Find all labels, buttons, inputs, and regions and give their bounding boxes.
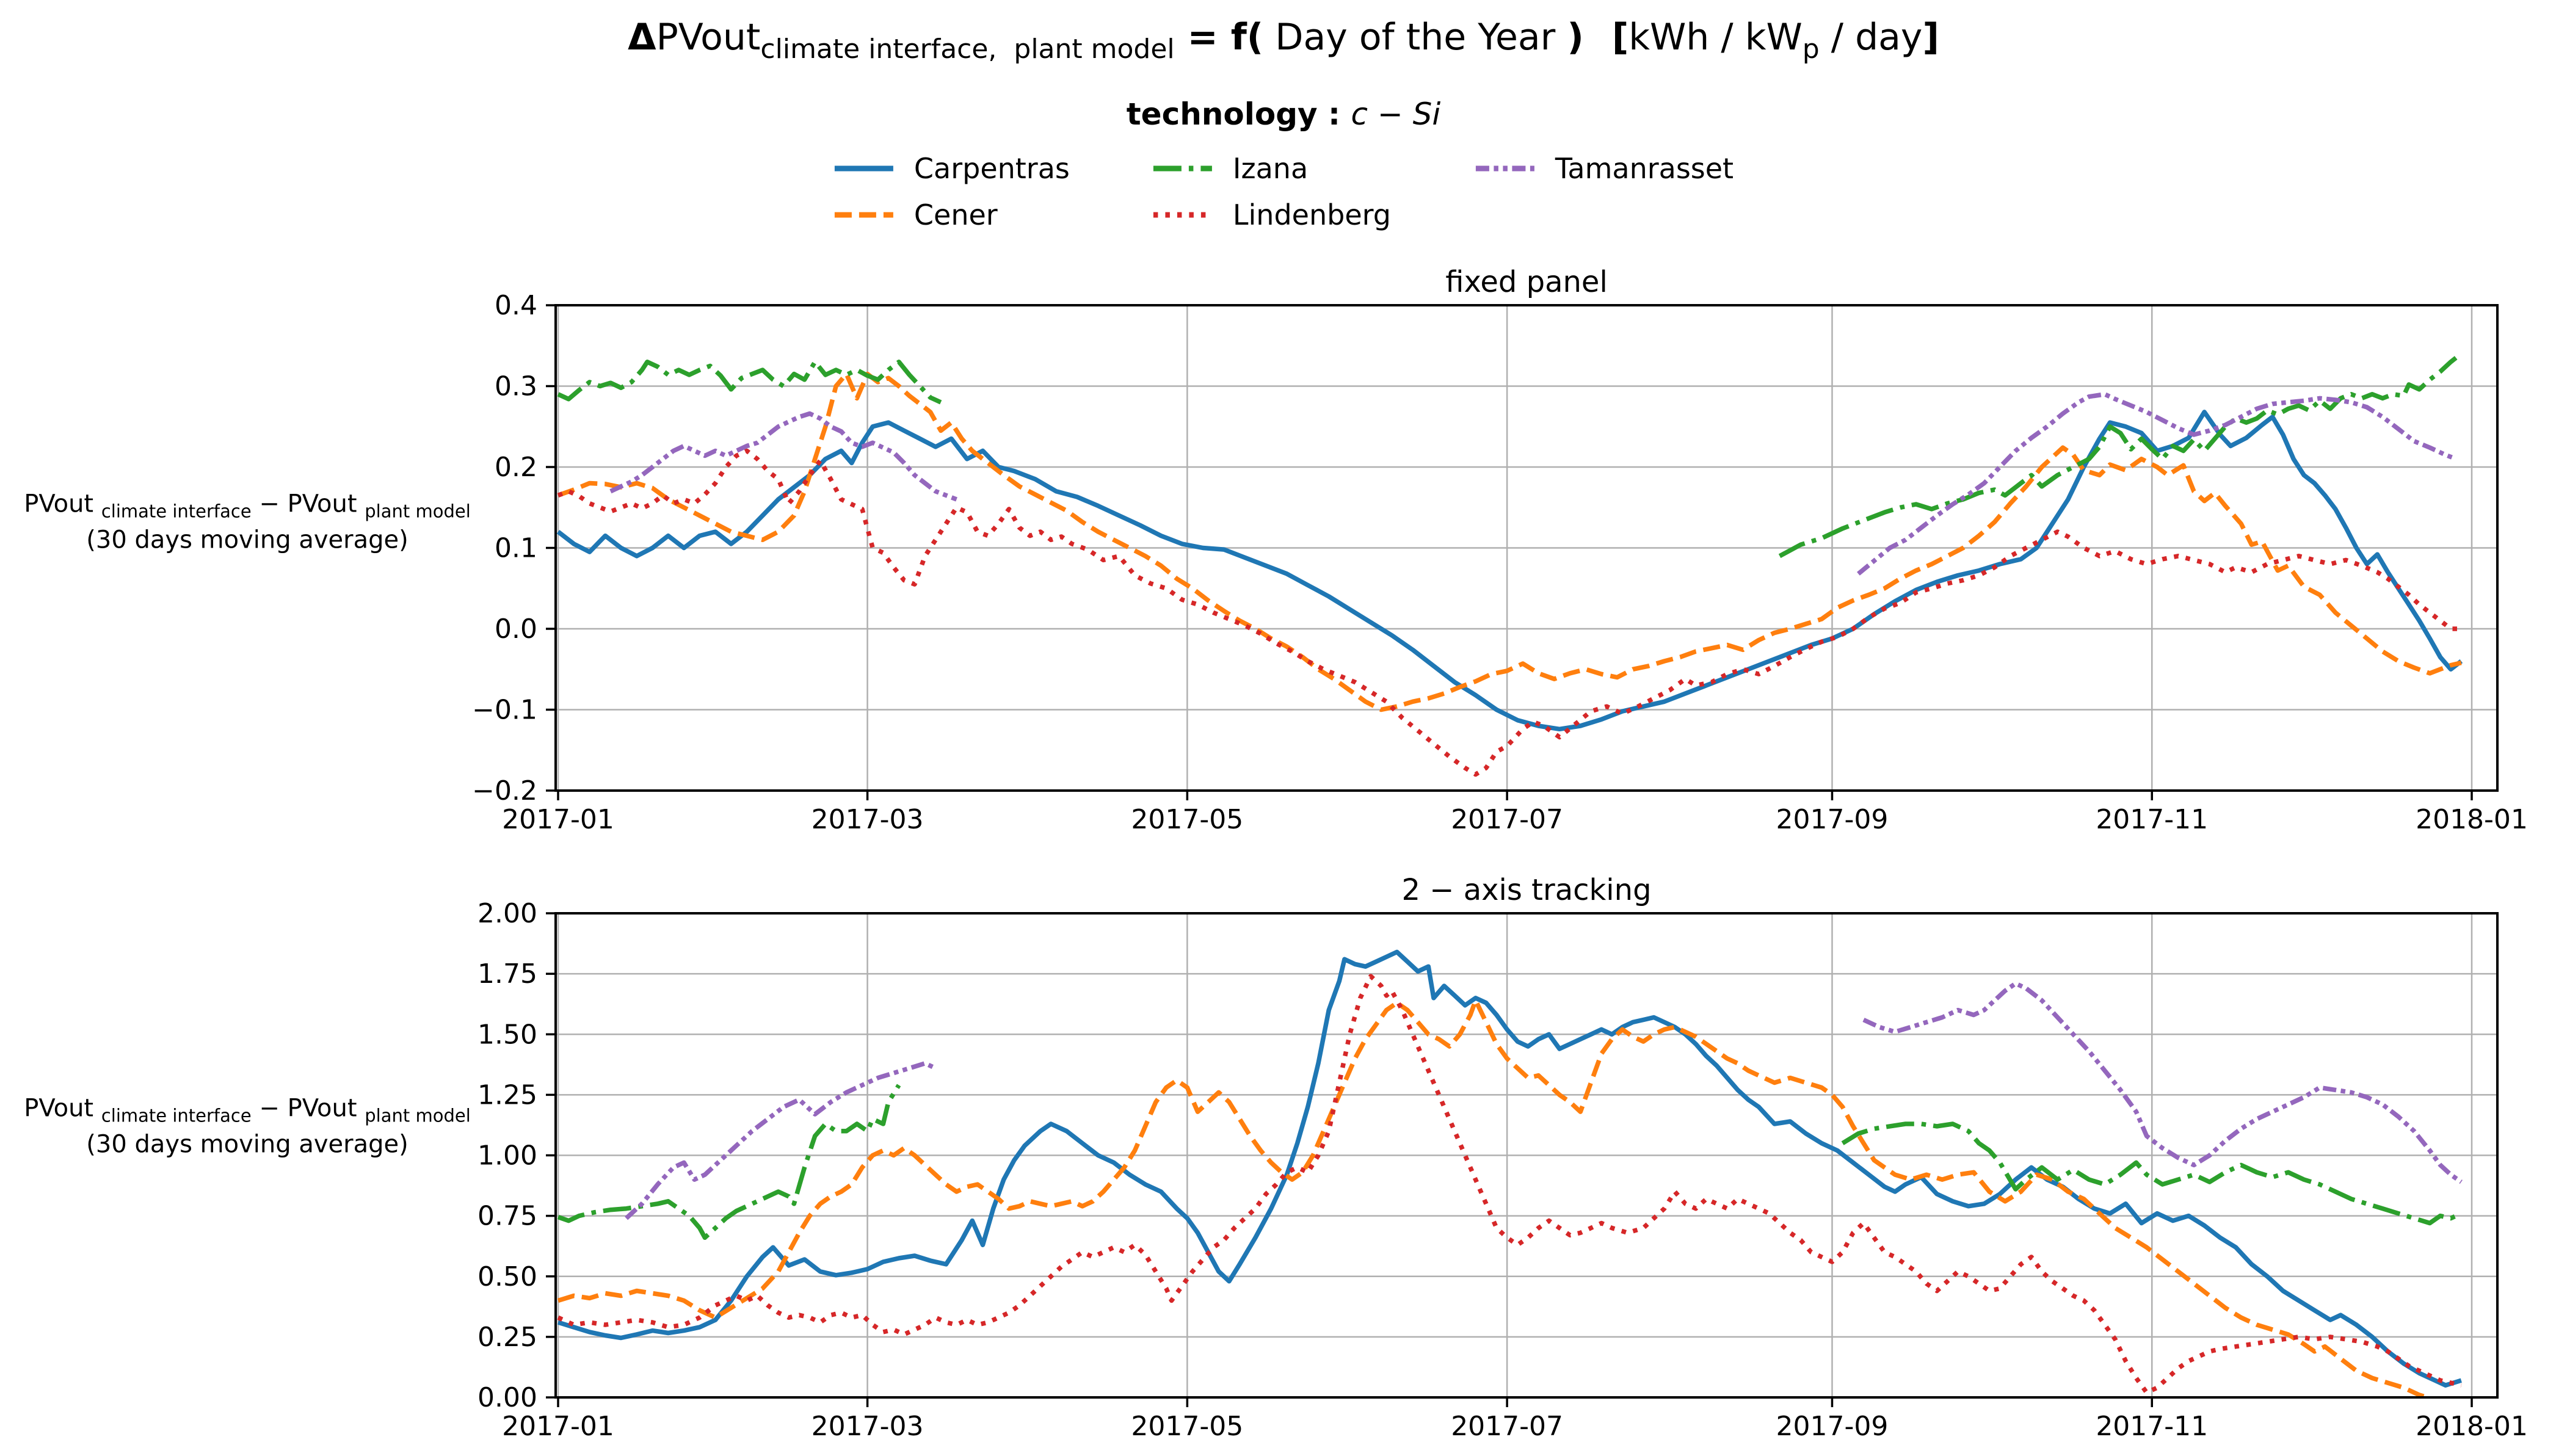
x-tick-label: 2017-07 — [1451, 804, 1563, 835]
series-carpentras-line — [556, 410, 2463, 732]
title-arg: Day of the Year — [1263, 16, 1567, 59]
series-tamanrasset-line — [625, 1061, 937, 1220]
figure-title: ΔPVoutclimate interface, plant model = f… — [0, 16, 2567, 65]
series-izana-line — [1778, 356, 2458, 559]
subtitle-label: technology : — [1126, 96, 1351, 132]
ylabel-tracking: PVout climate interface − PVout plant mo… — [6, 1092, 488, 1161]
x-tick-label: 2018-01 — [2416, 804, 2528, 835]
y-tick-label: 0.4 — [495, 290, 537, 321]
title-units-sub: p — [1802, 34, 1820, 65]
title-subscript: climate interface, plant model — [760, 34, 1175, 65]
ylabel-line1: PVout climate interface − PVout plant mo… — [24, 1094, 471, 1126]
ylabel-fixed-panel: PVout climate interface − PVout plant mo… — [6, 487, 488, 556]
legend-item-carpentras: Carpentras — [833, 145, 1152, 192]
subtitle-value: c − Si — [1351, 96, 1441, 132]
y-tick-label: 0.75 — [477, 1201, 537, 1232]
title-bracket-open: [ — [1611, 16, 1629, 59]
series-izana-line — [1841, 1121, 2463, 1226]
legend-line-tamanrasset-icon — [1475, 165, 1534, 172]
2-axis-tracking-series — [557, 949, 2463, 1397]
legend-item-lindenberg: Lindenberg — [1152, 192, 1475, 238]
legend-label-izana: Izana — [1232, 152, 1309, 185]
x-tick-label: 2017-07 — [1451, 1411, 1563, 1442]
series-carpentras-line — [557, 949, 2462, 1388]
ylabel-line2: (30 days moving average) — [86, 526, 408, 554]
y-tick-label: 1.00 — [477, 1140, 537, 1172]
legend-item-tamanrasset: Tamanrasset — [1475, 145, 1734, 192]
subplot-title-fixed-panel: fixed panel — [1445, 265, 1608, 299]
series-tamanrasset-line — [1862, 981, 2463, 1184]
x-tick-label: 2017-05 — [1131, 804, 1243, 835]
y-tick-label: 0.0 — [495, 614, 537, 645]
title-units: kWh / kW — [1628, 16, 1803, 59]
legend-line-lindenberg-icon — [1153, 212, 1212, 218]
x-tick-label: 2017-03 — [811, 1411, 924, 1442]
y-tick-label: 1.50 — [477, 1019, 537, 1050]
y-tick-label: 0.3 — [495, 371, 537, 402]
y-tick-label: 0.1 — [495, 533, 537, 564]
x-tick-label: 2017-05 — [1131, 1411, 1243, 1442]
series-izana-line — [557, 1084, 901, 1240]
figure-subtitle: technology : c − Si — [0, 96, 2567, 132]
title-units-tail: / day — [1819, 16, 1923, 59]
x-tick-label: 2018-01 — [2416, 1411, 2528, 1442]
y-tick-label: −0.2 — [472, 775, 537, 806]
series-lindenberg-line — [557, 448, 2461, 777]
x-tick-label: 2017-11 — [2096, 804, 2208, 835]
series-izana-line — [557, 360, 942, 405]
legend: Carpentras Cener Izana Lindenberg Tamanr… — [833, 145, 1734, 238]
y-tick-label: −0.1 — [472, 695, 537, 726]
subplot-title-2-axis-tracking: 2 − axis tracking — [1401, 873, 1651, 907]
fixed-panel-tick-labels: 2017-01 2017-03 2017-05 2017-07 2017-09 2017-… — [472, 290, 2528, 835]
title-delta: Δ — [628, 16, 656, 59]
fixed-panel-ticks — [546, 304, 2473, 800]
series-cener-line — [557, 998, 2435, 1397]
y-tick-label: 0.50 — [477, 1261, 537, 1292]
y-tick-label: 0.2 — [495, 452, 537, 483]
legend-label-carpentras: Carpentras — [913, 152, 1070, 185]
ylabel-line2: (30 days moving average) — [86, 1130, 408, 1159]
series-tamanrasset-line — [609, 411, 957, 502]
x-tick-label: 2017-11 — [2096, 1411, 2208, 1442]
y-tick-label: 1.25 — [477, 1079, 537, 1110]
title-func: = f( — [1174, 16, 1264, 59]
legend-label-tamanrasset: Tamanrasset — [1555, 152, 1734, 185]
series-cener-line — [557, 371, 2462, 712]
x-tick-label: 2017-09 — [1776, 804, 1889, 835]
legend-line-carpentras-icon — [834, 165, 893, 172]
2-axis-tracking-tick-labels: 2017-01 2017-03 2017-05 2017-07 2017-09 2017-… — [477, 898, 2528, 1442]
y-tick-label: 2.00 — [477, 898, 537, 929]
legend-line-izana-icon — [1153, 165, 1212, 172]
x-tick-label: 2017-09 — [1776, 1411, 1889, 1442]
title-pvout: PVout — [656, 16, 761, 59]
legend-item-izana: Izana — [1152, 145, 1475, 192]
y-tick-label: 0.25 — [477, 1322, 537, 1353]
x-tick-label: 2017-01 — [502, 804, 614, 835]
legend-item-cener: Cener — [833, 192, 1152, 238]
title-bracket-close: ] — [1922, 16, 1939, 59]
x-tick-label: 2017-03 — [811, 804, 924, 835]
chart-fixed-panel: 2017-01 2017-03 2017-05 2017-07 2017-09 2017-… — [472, 265, 2528, 835]
legend-label-cener: Cener — [913, 198, 998, 231]
legend-line-cener-icon — [834, 212, 893, 218]
series-lindenberg-line — [557, 974, 2462, 1395]
x-tick-label: 2017-01 — [502, 1411, 614, 1442]
legend-label-lindenberg: Lindenberg — [1232, 198, 1391, 231]
y-tick-label: 0.00 — [477, 1382, 537, 1413]
series-tamanrasset-line — [1857, 392, 2457, 576]
y-tick-label: 1.75 — [477, 958, 537, 990]
fixed-panel-series — [556, 356, 2463, 777]
chart-2-axis-tracking: 2017-01 2017-03 2017-05 2017-07 2017-09 2017-… — [477, 873, 2528, 1442]
title-close-paren: ) — [1567, 16, 1584, 59]
ylabel-line1: PVout climate interface − PVout plant mo… — [24, 490, 471, 522]
2-axis-tracking-ticks — [546, 912, 2473, 1407]
